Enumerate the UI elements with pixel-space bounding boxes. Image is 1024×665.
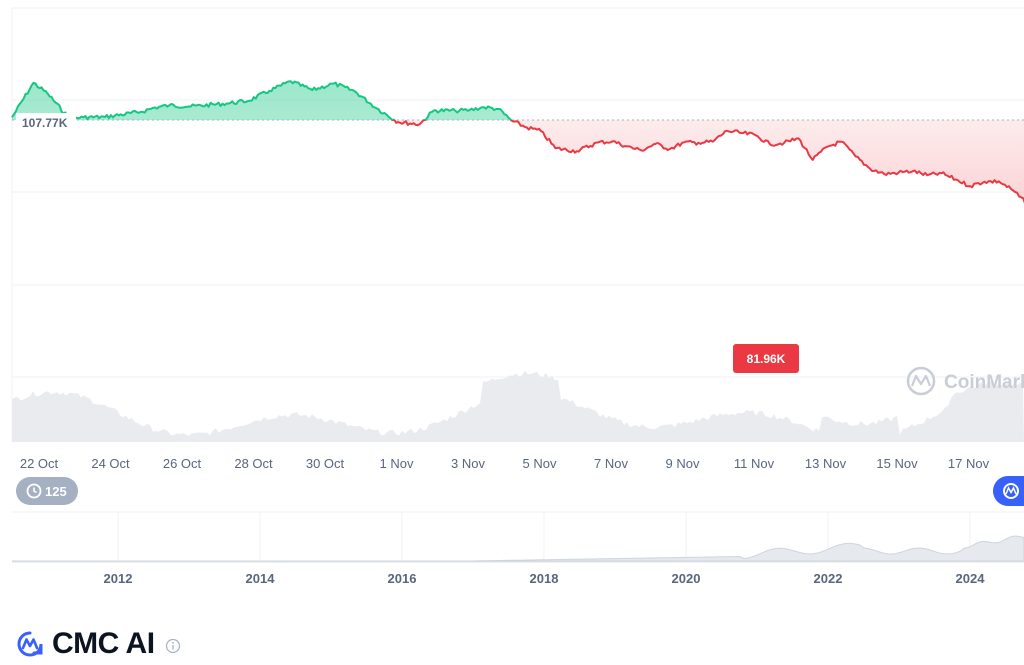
x-tick-label: 7 Nov: [594, 456, 628, 471]
x-tick-label: 28 Oct: [234, 456, 273, 471]
navigator-tick-label: 2020: [672, 571, 701, 586]
price-line-up: [11, 80, 513, 120]
x-tick-label: 3 Nov: [451, 456, 485, 471]
history-pill[interactable]: 125: [16, 477, 78, 505]
area-below-reference: [12, 120, 1024, 203]
x-tick-label: 11 Nov: [734, 456, 775, 471]
cmc-logo-icon: [906, 366, 936, 396]
cmc-ai-button[interactable]: [993, 476, 1024, 506]
area-above-reference: [12, 81, 1024, 120]
x-axis: 22 Oct 24 Oct 26 Oct 28 Oct 30 Oct 1 Nov 3 Nov…: [20, 456, 990, 471]
low-price-badge: [733, 344, 799, 373]
coinmarketcap-watermark: CoinMark: [906, 366, 1024, 396]
navigator-tick-label: 2022: [814, 571, 843, 586]
history-count: 125: [45, 484, 67, 499]
info-icon[interactable]: [165, 638, 181, 654]
cmc-logo-icon: [1003, 483, 1019, 499]
x-tick-label: 24 Oct: [91, 456, 130, 471]
x-tick-label: 22 Oct: [20, 456, 59, 471]
reference-label: 107.77K: [22, 116, 68, 130]
range-navigator[interactable]: 2012 2014 2016 2018 2020 2022 2024: [12, 511, 1024, 586]
navigator-tick-label: 2012: [104, 571, 133, 586]
x-tick-label: 17 Nov: [948, 456, 990, 471]
x-tick-label: 13 Nov: [805, 456, 847, 471]
watermark-text: CoinMark: [944, 372, 1024, 393]
cmc-ai-heading: CMC AI: [16, 624, 181, 664]
section-title: CMC AI: [52, 627, 155, 660]
navigator-area: [12, 535, 1024, 562]
x-tick-label: 26 Oct: [163, 456, 202, 471]
history-icon: [26, 483, 42, 499]
cmc-ai-icon: [17, 631, 43, 657]
navigator-tick-label: 2024: [956, 571, 986, 586]
x-tick-label: 15 Nov: [876, 456, 918, 471]
navigator-tick-label: 2014: [246, 571, 276, 586]
navigator-axis: 2012 2014 2016 2018 2020 2022 2024: [104, 571, 986, 586]
price-chart: 107.77K 81.96K CoinMark 22 Oct 24 Oct 26 O…: [11, 7, 1024, 586]
price-line-down: [69, 120, 1024, 204]
volume-area: [12, 370, 1024, 442]
x-tick-label: 1 Nov: [380, 456, 414, 471]
x-tick-label: 5 Nov: [523, 456, 557, 471]
navigator-tick-label: 2016: [388, 571, 417, 586]
reference-label-bg: [16, 113, 76, 131]
navigator-tick-label: 2018: [530, 571, 559, 586]
low-price-label: 81.96K: [747, 352, 786, 366]
x-tick-label: 30 Oct: [306, 456, 345, 471]
x-tick-label: 9 Nov: [666, 456, 700, 471]
